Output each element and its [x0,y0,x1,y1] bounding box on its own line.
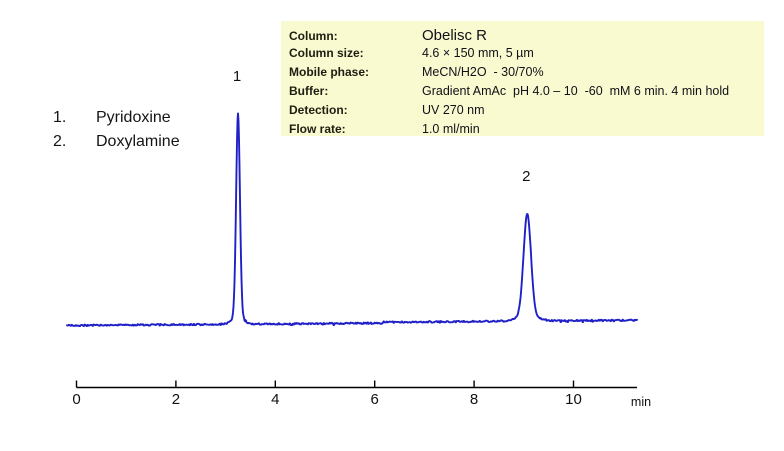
x-axis-tick-label: 6 [371,391,379,408]
method-info-box: Column: Obelisc R Column size: 4.6 × 150… [281,21,764,136]
info-label: Mobile phase: [289,65,370,79]
x-axis-tick-label: 8 [470,391,478,408]
info-value: Gradient AmAc pH 4.0 – 10 -60 mM 6 min. … [422,84,730,98]
x-axis-tick-label: 10 [565,391,582,408]
peak-label-2: 2 [522,168,530,185]
info-label: Column size: [289,46,364,60]
info-row-column-size: Column size: 4.6 × 150 mm, 5 µm [289,46,764,65]
info-label: Buffer: [289,84,329,98]
peak-name: Doxylamine [96,133,180,150]
x-axis-tick-label: 0 [72,391,80,408]
info-value: 1.0 ml/min [422,122,480,136]
info-label: Detection: [289,103,348,117]
x-axis-tick-label: 4 [271,391,279,408]
info-row-buffer: Buffer: Gradient AmAc pH 4.0 – 10 -60 mM… [289,84,764,103]
peak-name: Pyridoxine [96,109,171,126]
info-value: 4.6 × 150 mm, 5 µm [422,46,534,60]
info-row-mobile-phase: Mobile phase: MeCN/H2O - 30/70% [289,65,764,84]
info-value: UV 270 nm [422,103,485,117]
peak-legend: 1. Pyridoxine 2. Doxylamine [53,106,180,154]
chromatogram-trace [66,112,638,328]
info-row-flow-rate: Flow rate: 1.0 ml/min [289,122,764,141]
info-value: MeCN/H2O - 30/70% [422,65,544,79]
x-axis-unit-label: min [631,395,651,409]
x-axis-tick-label: 2 [172,391,180,408]
peak-number: 1. [53,109,67,126]
info-label: Column: [289,29,338,43]
peak-legend-item-2: 2. Doxylamine [53,130,180,154]
info-row-detection: Detection: UV 270 nm [289,103,764,122]
peak-legend-item-1: 1. Pyridoxine [53,106,180,130]
info-label: Flow rate: [289,122,346,136]
peak-number: 2. [53,133,67,150]
info-value: Obelisc R [422,27,488,44]
peak-label-1: 1 [233,68,241,85]
info-row-column: Column: Obelisc R [289,27,764,46]
